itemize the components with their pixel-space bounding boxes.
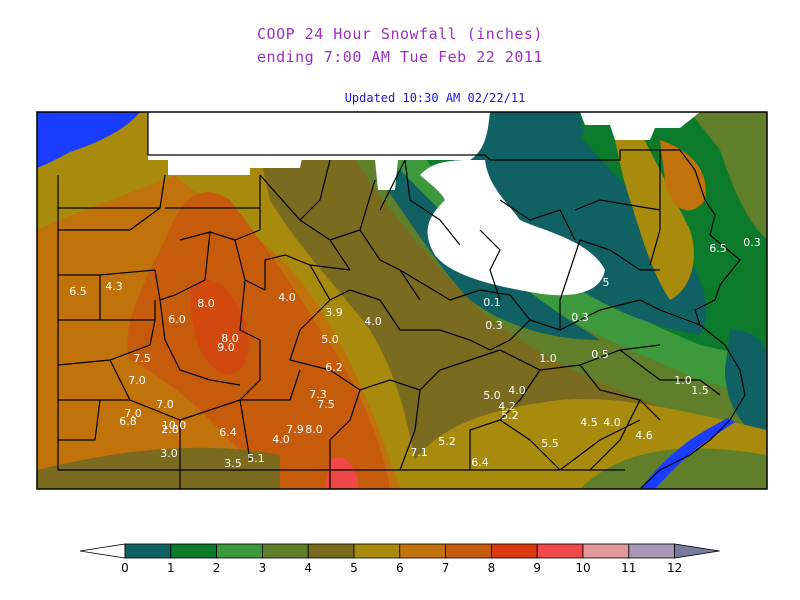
color-scale-swatch [399,543,446,559]
color-scale-tick-label: 7 [441,561,450,575]
snowfall-value-label: 7.5 [133,352,151,365]
snowfall-value-label: 0.1 [483,296,501,309]
color-scale-above-arrow [674,543,720,559]
snowfall-value-label: 3.5 [224,457,242,470]
map-subtitle: ending 7:00 AM Tue Feb 22 2011 [257,48,543,66]
snowfall-value-label: 7.9 [286,423,304,436]
snowfall-value-label: 5.0 [321,333,339,346]
color-scale-bar [79,543,720,559]
snowfall-value-label: 0.5 [531,228,549,241]
snowfall-value-label: 7.5 [317,398,335,411]
snowfall-value-label: 9.0 [217,341,235,354]
snowfall-value-label: 0.3 [743,236,761,249]
snowfall-value-label: 6.5 [69,285,87,298]
color-scale-swatch [307,543,355,559]
map-title: COOP 24 Hour Snowfall (inches) [257,25,543,43]
snowfall-value-label: 0.3 [485,319,503,332]
color-scale-tick-label: 3 [258,561,267,575]
snowfall-value-label: 5.5 [541,437,559,450]
snowfall-value-label: 3.0 [160,447,178,460]
snowfall-value-label: 5 [603,276,610,289]
snowfall-value-label: 8.0 [221,332,239,345]
color-scale-swatch [124,543,172,559]
snowfall-value-label: 7.0 [128,374,146,387]
snowfall-value-label: 4.0 [603,416,621,429]
color-scale-tick-label: 9 [533,561,542,575]
color-scale-swatch [628,543,675,559]
color-scale-swatch [445,543,492,559]
snowfall-value-label: 1.5 [691,384,709,397]
snowfall-value-label: 4.6 [635,429,653,442]
color-scale-swatch [261,543,309,559]
snowfall-value-label: 1.0 [674,374,692,387]
snowfall-value-label: 10.0 [162,419,187,432]
color-scale-swatch [353,543,401,559]
snowfall-value-label: 5.1 [247,452,265,465]
updated-timestamp: Updated 10:30 AM 02/22/11 [344,91,526,105]
color-scale-tick-label: 4 [304,561,313,575]
snowfall-value-label: 6.8 [119,415,137,428]
observation-labels: 6.5 4.38.06.08.09.07.57.07.07.06.8 10.02.8… [69,228,761,470]
color-scale-tick-label: 10 [575,561,591,575]
snowfall-value-label: 8.0 [305,423,323,436]
map-frame [36,111,768,490]
snowfall-value-label: 0.3 [571,311,589,324]
snowfall-value-label: 4.2 [498,400,516,413]
color-scale-tick-label: 0 [121,561,129,575]
color-scale-tick-label: 1 [166,561,175,575]
snowfall-value-label: 7.3 [309,388,327,401]
color-scale-swatch [490,543,538,559]
snowfall-value-label: 6.4 [471,456,489,469]
snowfall-value-label: 8.0 [197,297,215,310]
snowfall-value-label: 6.5 [709,242,727,255]
snowfall-value-label: 4.3 [105,280,123,293]
color-scale-swatch [216,543,263,559]
snowfall-value-label: 4.0 [364,315,382,328]
color-scale-below-arrow [79,543,126,559]
snowfall-value-label: 7.1 [410,446,428,459]
color-scale-tick-label: 5 [350,561,358,575]
snowfall-value-label: 2.8 [161,423,179,436]
snowfall-value-label: 6.0 [168,313,186,326]
color-scale-swatch [536,543,584,559]
snowfall-value-label: 6.2 [325,361,343,374]
snowfall-value-label: 5.0 [483,389,501,402]
color-scale-tick-label: 12 [666,561,683,575]
color-scale-tick-label: 8 [487,561,496,575]
snowfall-value-label: 4.5 [580,416,598,429]
snowfall-value-label: 7.0 [124,407,142,420]
county-boundaries [57,112,746,490]
snowfall-value-label: 4.0 [272,433,290,446]
snowfall-value-label: 6.4 [219,426,237,439]
snowfall-value-label: 0.5 [591,348,609,361]
snowfall-value-label: 5.2 [501,409,519,422]
snowfall-value-label: 5.2 [438,435,456,448]
snowfall-value-label: 3.9 [325,306,343,319]
color-scale-tick-label: 11 [621,561,637,575]
color-scale-swatch [170,543,218,559]
color-scale-tick-label: 6 [395,561,404,575]
snowfall-value-label: 1.0 [539,352,557,365]
color-scale-swatch [582,543,630,559]
snowfall-value-label: 4.0 [508,384,526,397]
color-scale-tick-label: 2 [212,561,221,575]
snowfall-value-label: 4.0 [278,291,296,304]
contour-fills [37,112,767,489]
snowfall-value-label: 7.0 [156,398,174,411]
